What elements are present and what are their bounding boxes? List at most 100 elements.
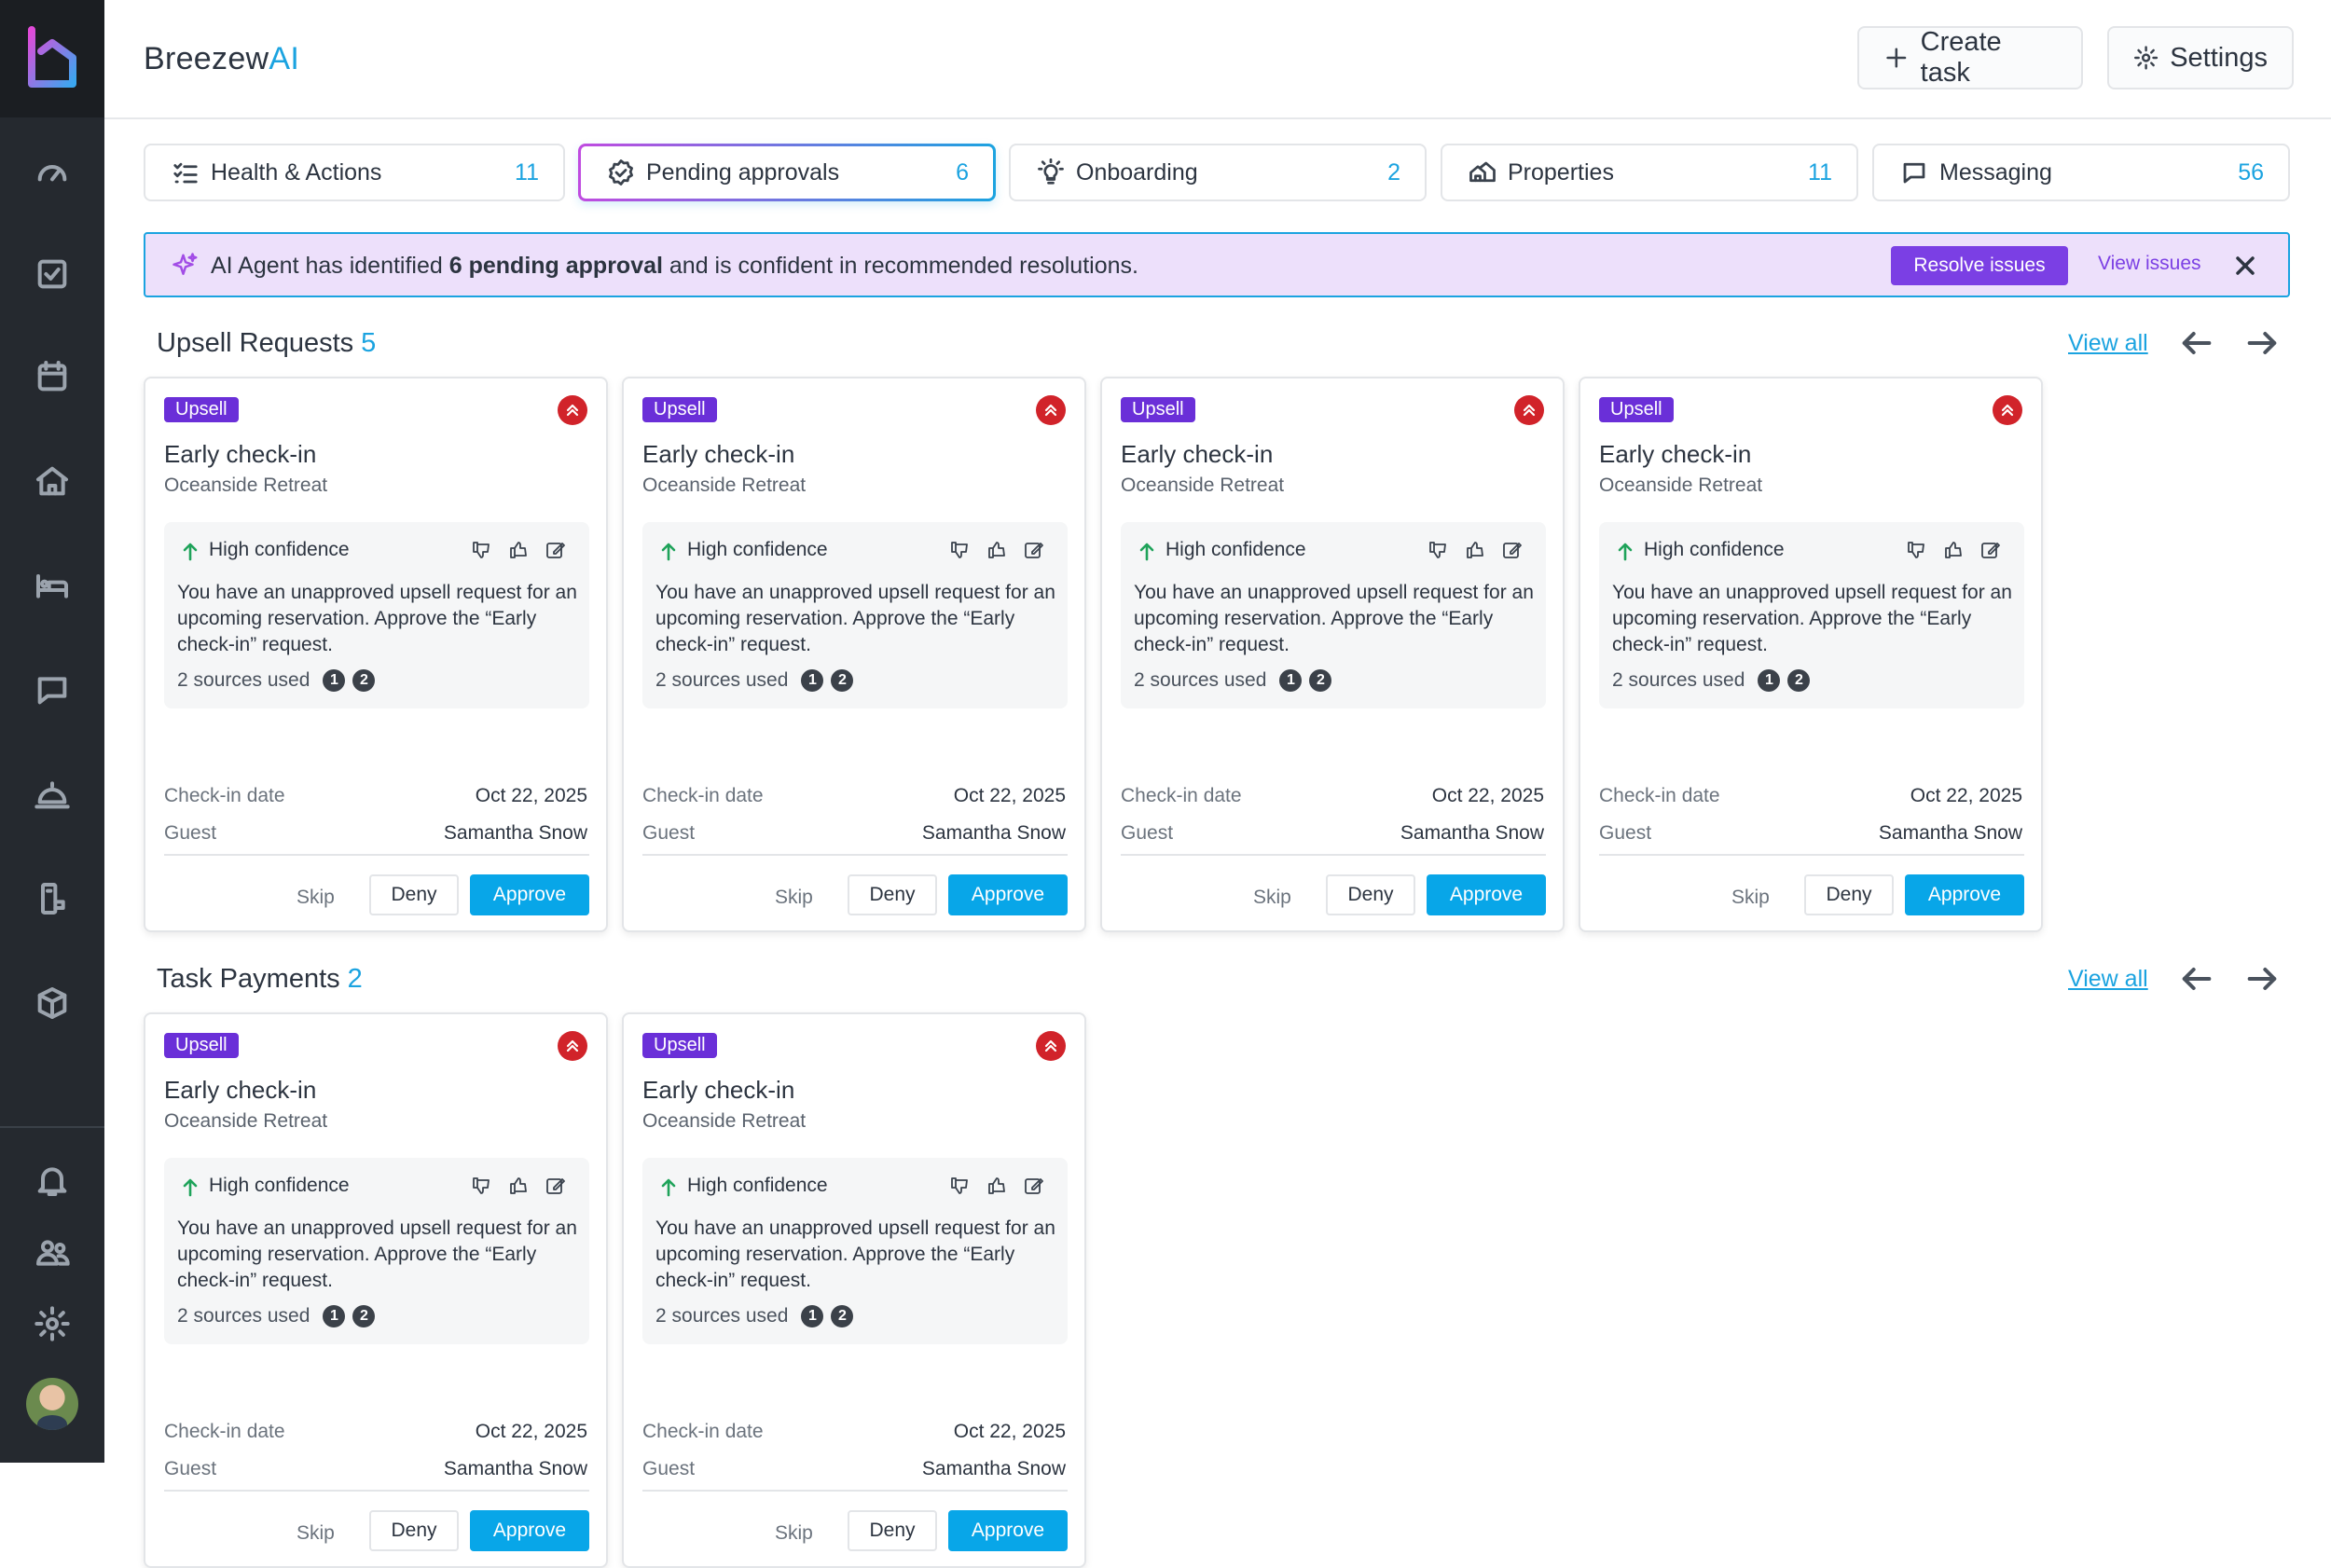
sources-used[interactable]: 2 sources used 1 2	[655, 669, 854, 692]
ai-recommendation-box: High confidence You have an unapproved u…	[164, 1158, 589, 1344]
approval-card: Upsell Early check-in Oceanside Retreat …	[144, 1012, 608, 1568]
source-2-badge[interactable]: 2	[1787, 669, 1811, 692]
bed-icon[interactable]	[26, 559, 78, 612]
approve-button[interactable]: Approve	[470, 1510, 589, 1551]
deny-button[interactable]: Deny	[369, 1510, 459, 1551]
thumbs-up-icon[interactable]	[507, 1175, 530, 1197]
source-2-badge[interactable]: 2	[352, 1305, 376, 1327]
arrow-left-icon[interactable]	[2178, 324, 2215, 362]
confidence-label: High confidence	[1644, 539, 1785, 560]
approve-button[interactable]: Approve	[470, 874, 589, 915]
resolve-issues-button[interactable]: Resolve issues	[1891, 246, 2068, 285]
sources-used[interactable]: 2 sources used 1 2	[177, 669, 376, 692]
sources-used[interactable]: 2 sources used 1 2	[655, 1305, 854, 1327]
source-2-badge[interactable]: 2	[1309, 669, 1332, 692]
top-header: BreezewAI Create task Settings	[104, 0, 2331, 119]
card-divider	[1121, 854, 1546, 856]
card-divider	[164, 854, 589, 856]
dashboard-icon[interactable]	[26, 145, 78, 198]
upsell-badge: Upsell	[1599, 397, 1674, 422]
view-all-payments-link[interactable]: View all	[2068, 966, 2148, 992]
settings-button[interactable]: Settings	[2107, 26, 2294, 89]
home-icon[interactable]	[26, 455, 78, 507]
source-1-badge[interactable]: 1	[801, 1305, 824, 1327]
edit-note-icon[interactable]	[1023, 539, 1045, 561]
approve-button[interactable]: Approve	[1905, 874, 2024, 915]
property-name: Oceanside Retreat	[1599, 475, 1763, 496]
tab-onboarding[interactable]: Onboarding 2	[1009, 144, 1427, 201]
user-avatar[interactable]	[26, 1378, 78, 1430]
sparkle-icon	[172, 252, 200, 280]
thumbs-down-icon[interactable]	[470, 1175, 492, 1197]
app-logo[interactable]	[0, 0, 104, 117]
skip-button[interactable]: Skip	[775, 887, 813, 908]
approve-button[interactable]: Approve	[1427, 874, 1546, 915]
thumbs-up-icon[interactable]	[507, 539, 530, 561]
skip-button[interactable]: Skip	[297, 887, 335, 908]
source-1-badge[interactable]: 1	[801, 669, 824, 692]
sources-used[interactable]: 2 sources used 1 2	[1134, 669, 1332, 692]
calendar-icon[interactable]	[26, 351, 78, 403]
approve-button[interactable]: Approve	[948, 1510, 1068, 1551]
tab-properties[interactable]: Properties 11	[1441, 144, 1858, 201]
confidence-label: High confidence	[209, 1175, 350, 1196]
thumbs-up-icon[interactable]	[986, 539, 1008, 561]
messages-icon[interactable]	[26, 664, 78, 716]
edit-note-icon[interactable]	[1979, 539, 2002, 561]
source-1-badge[interactable]: 1	[1279, 669, 1303, 692]
deny-button[interactable]: Deny	[369, 874, 459, 915]
deny-button[interactable]: Deny	[848, 1510, 937, 1551]
source-1-badge[interactable]: 1	[323, 1305, 346, 1327]
source-1-badge[interactable]: 1	[323, 669, 346, 692]
source-2-badge[interactable]: 2	[831, 1305, 854, 1327]
edit-note-icon[interactable]	[545, 539, 567, 561]
tab-pending-approvals[interactable]: Pending approvals 6	[578, 144, 996, 201]
edit-note-icon[interactable]	[545, 1175, 567, 1197]
edit-note-icon[interactable]	[1501, 539, 1524, 561]
brand-name: BreezewAI	[144, 41, 300, 76]
source-2-badge[interactable]: 2	[831, 669, 854, 692]
tasks-icon[interactable]	[26, 248, 78, 300]
sources-used[interactable]: 2 sources used 1 2	[177, 1305, 376, 1327]
thumbs-up-icon[interactable]	[986, 1175, 1008, 1197]
checkin-label: Check-in date	[642, 1421, 764, 1442]
tab-health-actions[interactable]: Health & Actions 11	[144, 144, 565, 201]
source-2-badge[interactable]: 2	[352, 669, 376, 692]
arrow-left-icon[interactable]	[2178, 960, 2215, 997]
deny-button[interactable]: Deny	[1326, 874, 1415, 915]
thumbs-down-icon[interactable]	[1905, 539, 1927, 561]
guest-value: Samantha Snow	[443, 1458, 587, 1479]
edit-note-icon[interactable]	[1023, 1175, 1045, 1197]
logo-icon	[28, 26, 76, 88]
checkin-label: Check-in date	[164, 1421, 285, 1442]
thumbs-up-icon[interactable]	[1942, 539, 1965, 561]
thumbs-down-icon[interactable]	[948, 1175, 971, 1197]
skip-button[interactable]: Skip	[775, 1522, 813, 1544]
create-task-button[interactable]: Create task	[1857, 26, 2083, 89]
tab-messaging[interactable]: Messaging 56	[1872, 144, 2290, 201]
skip-button[interactable]: Skip	[1731, 887, 1770, 908]
arrow-right-icon[interactable]	[2243, 960, 2281, 997]
settings-gear-icon[interactable]	[26, 1298, 78, 1350]
team-users-icon[interactable]	[26, 1227, 78, 1279]
thumbs-down-icon[interactable]	[470, 539, 492, 561]
deny-button[interactable]: Deny	[1804, 874, 1894, 915]
thumbs-up-icon[interactable]	[1464, 539, 1486, 561]
confidence-label: High confidence	[687, 539, 828, 560]
skip-button[interactable]: Skip	[1253, 887, 1291, 908]
inventory-box-icon[interactable]	[26, 977, 78, 1029]
deny-button[interactable]: Deny	[848, 874, 937, 915]
skip-button[interactable]: Skip	[297, 1522, 335, 1544]
close-icon[interactable]	[2230, 251, 2260, 281]
thumbs-down-icon[interactable]	[948, 539, 971, 561]
arrow-right-icon[interactable]	[2243, 324, 2281, 362]
smart-lock-icon[interactable]	[26, 873, 78, 925]
view-all-upsell-link[interactable]: View all	[2068, 330, 2148, 356]
source-1-badge[interactable]: 1	[1758, 669, 1781, 692]
view-issues-link[interactable]: View issues	[2098, 253, 2201, 274]
approve-button[interactable]: Approve	[948, 874, 1068, 915]
thumbs-down-icon[interactable]	[1427, 539, 1449, 561]
service-bell-icon[interactable]	[26, 768, 78, 820]
notifications-bell-icon[interactable]	[26, 1154, 78, 1206]
sources-used[interactable]: 2 sources used 1 2	[1612, 669, 1811, 692]
